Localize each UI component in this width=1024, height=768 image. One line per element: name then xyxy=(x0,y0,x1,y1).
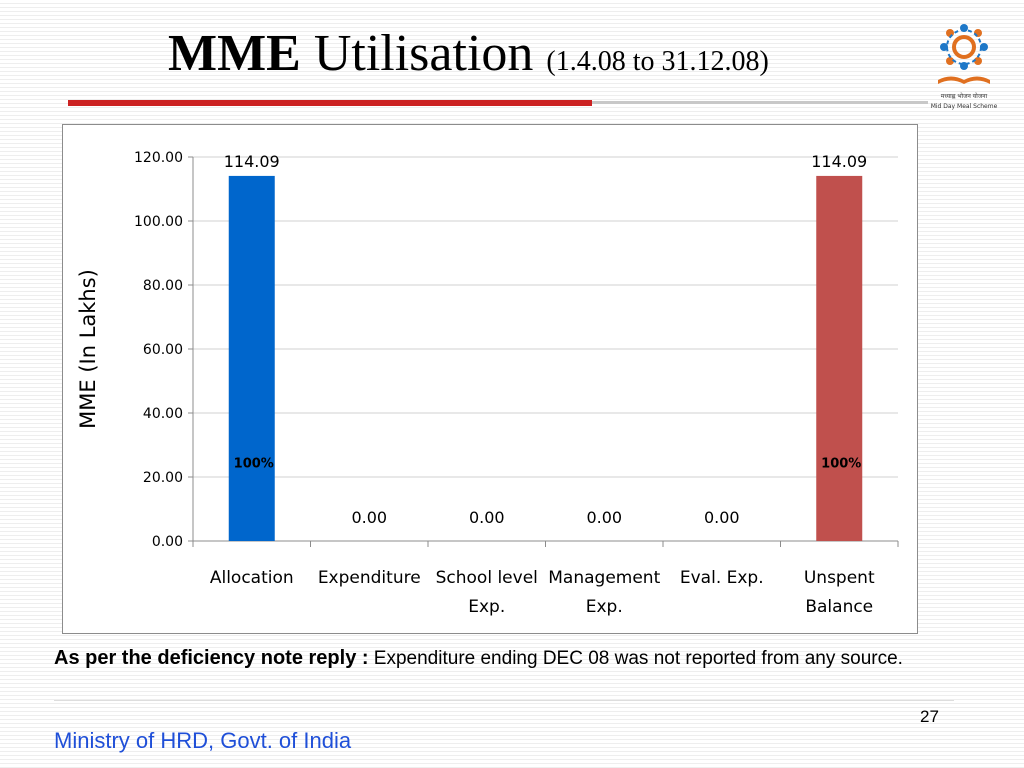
x-tick-label: Unspent xyxy=(804,568,875,588)
x-tick-label: Expenditure xyxy=(318,568,421,588)
x-tick-label: Eval. Exp. xyxy=(680,568,764,588)
note-text: Expenditure ending DEC 08 was not report… xyxy=(368,648,903,669)
title-bold: MME xyxy=(168,25,301,82)
footer-rule xyxy=(54,700,954,701)
y-tick-label: 100.00 xyxy=(134,214,183,230)
x-tick-label: Balance xyxy=(805,597,873,617)
page-number: 27 xyxy=(920,707,939,726)
y-tick-label: 0.00 xyxy=(152,534,183,550)
bar xyxy=(228,175,275,542)
data-label: 0.00 xyxy=(586,508,622,527)
data-label: 0.00 xyxy=(704,508,740,527)
x-tick-label: Exp. xyxy=(586,597,623,617)
mid-day-meal-logo: मध्याह्न भोजन योजना Mid Day Meal Scheme xyxy=(931,24,998,110)
deficiency-note: As per the deficiency note reply : Expen… xyxy=(54,645,934,672)
x-tick-label: School level xyxy=(436,568,538,588)
y-tick-label: 20.00 xyxy=(143,470,183,486)
logo-book xyxy=(938,76,990,84)
y-tick-label: 80.00 xyxy=(143,278,183,294)
y-tick-label: 120.00 xyxy=(134,150,183,166)
slide-title: MME Utilisation (1.4.08 to 31.12.08) xyxy=(168,28,769,80)
footer-ministry: Ministry of HRD, Govt. of India xyxy=(54,728,352,753)
note-lead: As per the deficiency note reply : xyxy=(54,647,369,669)
y-axis-title: MME (In Lakhs) xyxy=(76,269,100,429)
title-date-range: (1.4.08 to 31.12.08) xyxy=(546,46,769,77)
data-label: 0.00 xyxy=(469,508,505,527)
bar xyxy=(816,175,863,542)
title-rule-red xyxy=(68,100,592,106)
percent-label: 100% xyxy=(821,456,861,471)
y-tick-label: 60.00 xyxy=(143,342,183,358)
title-rule-gray xyxy=(592,101,928,104)
logo-english-text: Mid Day Meal Scheme xyxy=(931,103,998,110)
percent-label: 100% xyxy=(234,456,274,471)
logo-figures-ring xyxy=(940,24,988,70)
title-rest: Utilisation xyxy=(300,25,534,82)
data-label: 114.09 xyxy=(811,152,867,171)
x-tick-label: Management xyxy=(548,568,660,588)
logo-hindi-text: मध्याह्न भोजन योजना xyxy=(941,92,988,100)
x-tick-label: Allocation xyxy=(210,568,294,588)
chart-container: 0.00 20.00 40.00 60.00 80.00 100.00 120.00 MME … xyxy=(62,124,918,634)
x-tick-label: Exp. xyxy=(468,597,505,617)
y-tick-label: 40.00 xyxy=(143,406,183,422)
data-label: 114.09 xyxy=(224,152,280,171)
data-label: 0.00 xyxy=(351,508,387,527)
bar-chart: 0.00 20.00 40.00 60.00 80.00 100.00 120.00 MME … xyxy=(76,150,899,617)
